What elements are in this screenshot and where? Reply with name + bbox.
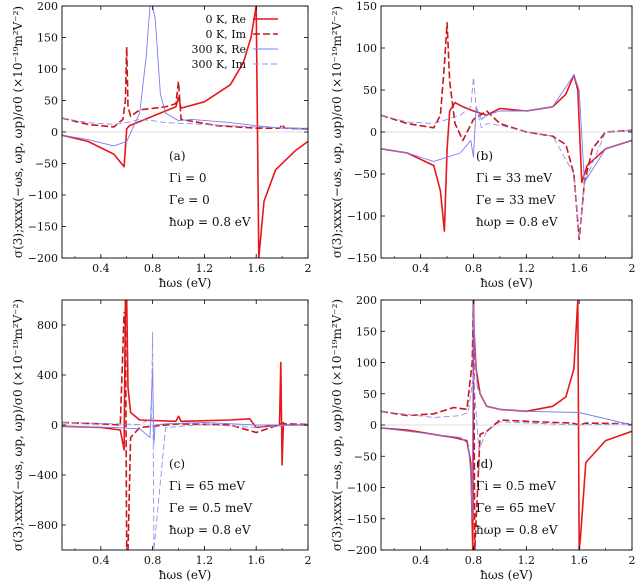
x-tick-label: 2: [629, 262, 636, 275]
panel-annotation: Γe = 0: [169, 193, 210, 207]
y-axis-label: σ(3);xxxx(−ωs, ωp, ωp)/σ0 (×10⁻¹⁹m²V⁻²): [330, 299, 344, 551]
series-line-3: [381, 300, 632, 520]
panel-label: (a): [169, 149, 186, 163]
y-tick-label: −100: [28, 189, 58, 202]
series-line-1: [62, 6, 308, 258]
panel-annotation: Γi = 33 meV: [476, 171, 552, 185]
panel-b: 0.4 0.8 1.2 1.6 2 −150 −100 −50 0 50 100 150 ħωs (eV…: [330, 0, 636, 290]
y-tick-label: 800: [37, 319, 58, 332]
y-tick-label: 150: [356, 0, 377, 13]
panel-annotation: Γe = 33 meV: [476, 193, 556, 207]
panel-label: (b): [476, 149, 493, 163]
series-line-4: [381, 374, 632, 451]
panel-annotation: ħωp = 0.8 eV: [169, 215, 251, 229]
y-tick-label: −100: [347, 210, 377, 223]
y-tick-label: −150: [28, 221, 58, 234]
x-tick-label: 0.8: [144, 554, 162, 567]
x-tick-label: 1.2: [518, 262, 536, 275]
series-line-1: [62, 300, 308, 466]
series-line-2: [62, 46, 308, 130]
x-tick-label: 1.6: [247, 554, 265, 567]
panel-annotation: Γi = 0.5 meV: [476, 479, 556, 493]
y-tick-label: 150: [37, 32, 58, 45]
x-tick-label: 0.8: [144, 262, 162, 275]
y-axis-label: σ(3);xxxx(−ωs, ωp, ωp)/σ0 (×10⁻¹⁹m²V⁻²): [11, 299, 25, 551]
y-tick-label: −200: [347, 544, 377, 557]
x-tick-label: 0.8: [465, 554, 483, 567]
series-line-2: [381, 300, 632, 550]
series-line-3: [62, 6, 308, 147]
y-tick-label: 200: [37, 0, 58, 13]
y-tick-label: −50: [354, 168, 377, 181]
y-tick-label: −400: [28, 469, 58, 482]
panel-annotation: Γi = 0: [169, 171, 206, 185]
x-tick-label: 1.6: [570, 262, 588, 275]
series-line-1: [381, 74, 632, 232]
x-axis-label: ħωs (eV): [480, 276, 533, 290]
series-line-4: [381, 76, 632, 238]
y-tick-label: −100: [347, 482, 377, 495]
panel-annotation: ħωp = 0.8 eV: [476, 215, 558, 229]
legend-entry: 300 K, Im: [192, 58, 247, 71]
legend: 0 K, Re 0 K, Im 300 K, Re 300 K, Im: [192, 13, 278, 71]
x-tick-label: 0.4: [92, 554, 110, 567]
x-tick-label: 1.6: [247, 262, 265, 275]
y-tick-label: 0: [51, 126, 58, 139]
legend-entry: 0 K, Re: [206, 13, 247, 26]
panel-a: 0.4 0.8 1.2 1.6 2 −200 −150 −100 −50 0 50 100 150 200…: [11, 0, 312, 290]
series-line-3: [62, 368, 308, 445]
panel-annotation: Γe = 0.5 meV: [169, 501, 252, 515]
y-tick-label: 200: [356, 294, 377, 307]
x-tick-label: 0.4: [92, 262, 110, 275]
y-tick-label: 100: [356, 357, 377, 370]
series-line-3: [381, 74, 632, 183]
y-tick-label: 50: [363, 84, 377, 97]
x-tick-label: 2: [305, 262, 312, 275]
y-tick-label: 0: [370, 419, 377, 432]
panel-annotation: Γe = 65 meV: [476, 501, 556, 515]
y-tick-label: 50: [44, 95, 58, 108]
x-axis-label: ħωs (eV): [159, 276, 212, 290]
panel-annotation: Γi = 65 meV: [169, 479, 245, 493]
y-axis-label: σ(3);xxxx(−ωs, ωp, ωp)/σ0 (×10⁻¹⁹m²V⁻²): [11, 6, 25, 258]
x-tick-label: 2: [305, 554, 312, 567]
y-tick-label: −150: [347, 513, 377, 526]
y-tick-label: 400: [37, 369, 58, 382]
legend-entry: 300 K, Re: [192, 43, 247, 56]
x-tick-label: 0.4: [412, 262, 430, 275]
y-tick-label: 100: [37, 63, 58, 76]
x-tick-label: 1.6: [570, 554, 588, 567]
y-axis-label: σ(3);xxxx(−ωs, ωp, ωp)/σ0 (×10⁻¹⁹m²V⁻²): [330, 6, 344, 258]
panel-label: (d): [476, 457, 493, 471]
panel-annotation: ħωp = 0.8 eV: [169, 523, 251, 537]
y-tick-label: 100: [356, 42, 377, 55]
legend-entry: 0 K, Im: [206, 28, 247, 41]
x-tick-label: 1.2: [196, 262, 214, 275]
x-tick-label: 0.4: [412, 554, 430, 567]
x-tick-label: 1.2: [196, 554, 214, 567]
x-tick-label: 1.2: [518, 554, 536, 567]
x-axis-label: ħωs (eV): [480, 568, 533, 582]
x-tick-label: 2: [629, 554, 636, 567]
y-tick-label: 50: [363, 388, 377, 401]
y-tick-label: −50: [35, 158, 58, 171]
y-tick-label: 0: [370, 126, 377, 139]
x-axis-label: ħωs (eV): [159, 568, 212, 582]
y-tick-label: −50: [354, 450, 377, 463]
y-tick-label: −800: [28, 519, 58, 532]
series-line-4: [62, 117, 308, 129]
x-tick-label: 0.8: [465, 262, 483, 275]
y-tick-label: 150: [356, 325, 377, 338]
series-line-2: [62, 311, 308, 550]
y-tick-label: 0: [51, 419, 58, 432]
panel-d: 0.4 0.8 1.2 1.6 2 −200 −150 −100 −50 0 50 100 150 200…: [330, 294, 636, 582]
series-line-4: [62, 332, 308, 550]
panel-c: 0.4 0.8 1.2 1.6 2 −800 −400 0 400 800 ħωs (eV) σ(3)…: [11, 299, 312, 582]
panel-label: (c): [169, 457, 185, 471]
y-tick-label: −200: [28, 252, 58, 265]
y-tick-label: −150: [347, 252, 377, 265]
panel-annotation: ħωp = 0.8 eV: [476, 523, 558, 537]
